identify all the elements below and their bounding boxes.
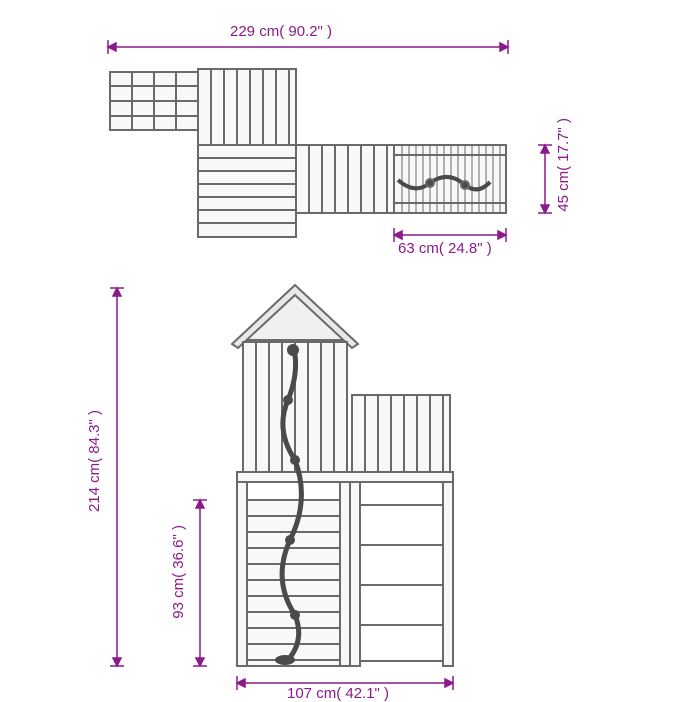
dim-height-total: 214 cm( 84.3" )	[86, 410, 103, 512]
roof	[232, 285, 358, 348]
left-post-front	[237, 472, 247, 666]
right-upper-panel-front	[352, 395, 450, 472]
right-lower-front	[360, 505, 443, 661]
dim-height-right-top: 45 cm( 17.7" )	[555, 118, 572, 212]
left-lower-front	[247, 500, 340, 666]
dim-width-bottom: 107 cm( 42.1" )	[287, 685, 389, 702]
dim-width-top: 229 cm( 90.2" )	[230, 23, 332, 40]
dim-width-gate: 63 cm( 24.8" )	[398, 240, 492, 257]
dim-height-lower: 93 cm( 36.6" )	[170, 525, 187, 619]
front-view-diagram	[0, 0, 700, 700]
